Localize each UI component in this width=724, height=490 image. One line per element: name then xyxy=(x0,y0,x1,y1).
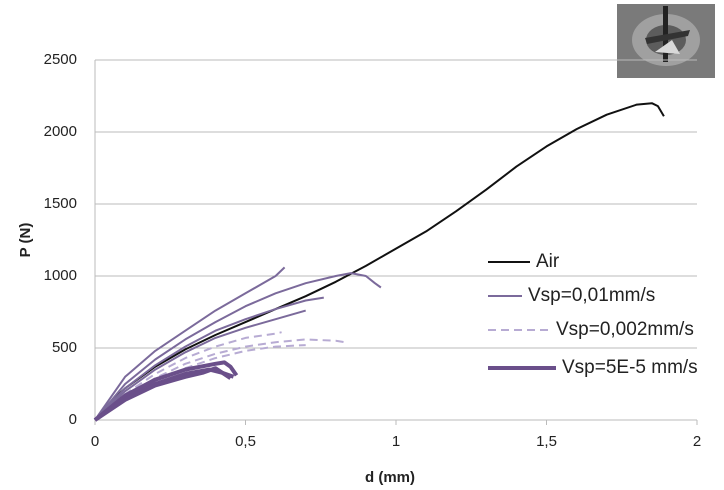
y-tick-label: 0 xyxy=(69,411,77,428)
series-line xyxy=(94,309,306,421)
series-line xyxy=(94,102,665,421)
series-line xyxy=(94,296,324,421)
y-tick-label: 2000 xyxy=(44,123,77,140)
x-tick-label: 0 xyxy=(91,433,99,450)
y-tick-label: 1000 xyxy=(44,267,77,284)
series-line xyxy=(94,272,382,421)
series-line xyxy=(94,266,286,421)
x-tick-label: 1 xyxy=(392,433,400,450)
series-line xyxy=(93,360,239,422)
y-tick-label: 1500 xyxy=(44,195,77,212)
x-tick-label: 1,5 xyxy=(536,433,557,450)
x-tick-label: 0,5 xyxy=(235,433,256,450)
legend-label: Vsp=0,01mm/s xyxy=(528,285,655,306)
series-line xyxy=(94,338,345,421)
series-line xyxy=(93,366,232,422)
inset-photo xyxy=(617,4,715,78)
x-tick-label: 2 xyxy=(693,433,701,450)
x-axis-title: d (mm) xyxy=(365,469,415,486)
legend-label: Vsp=0,002mm/s xyxy=(556,319,694,340)
y-tick-label: 2500 xyxy=(44,51,77,68)
y-tick-label: 500 xyxy=(52,339,77,356)
y-axis-title: P (N) xyxy=(17,223,34,258)
legend-label: Vsp=5E-5 mm/s xyxy=(562,357,698,378)
legend-label: Air xyxy=(536,251,560,272)
